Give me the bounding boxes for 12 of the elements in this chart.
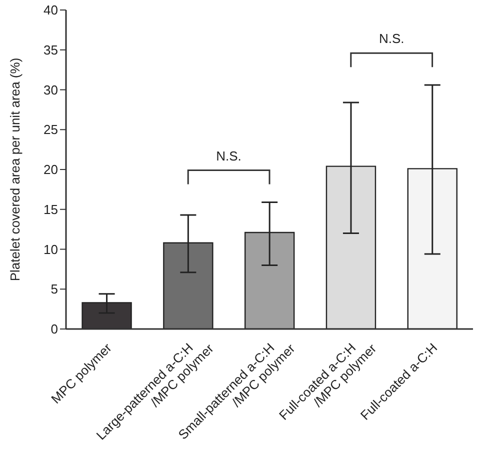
y-tick-label: 35 bbox=[44, 42, 58, 58]
y-tick-label: 5 bbox=[50, 282, 58, 297]
y-tick-label: 0 bbox=[50, 322, 58, 337]
y-tick-label: 15 bbox=[44, 202, 58, 217]
annotation: N.S. bbox=[378, 31, 404, 46]
y-tick-label: 20 bbox=[44, 162, 58, 178]
y-tick-label: 10 bbox=[44, 242, 58, 257]
y-tick-label: 30 bbox=[44, 82, 58, 98]
y-tick-label: 40 bbox=[44, 2, 58, 18]
annotation: N.S. bbox=[216, 148, 242, 164]
y-tick-label: 25 bbox=[44, 122, 58, 138]
y-axis-title: Platelet covered area per unit area (%) bbox=[8, 58, 23, 282]
